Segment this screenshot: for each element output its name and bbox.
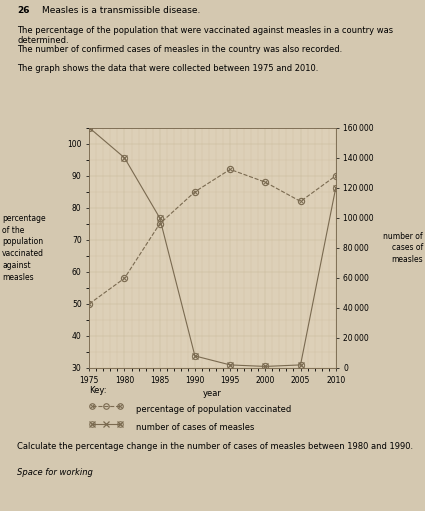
X-axis label: year: year bbox=[203, 389, 222, 398]
Text: The number of confirmed cases of measles in the country was also recorded.: The number of confirmed cases of measles… bbox=[17, 45, 342, 54]
Text: number of cases of measles: number of cases of measles bbox=[136, 423, 255, 432]
Text: Measles is a transmissible disease.: Measles is a transmissible disease. bbox=[42, 6, 201, 15]
Text: The percentage of the population that were vaccinated against measles in a count: The percentage of the population that we… bbox=[17, 26, 393, 45]
Text: The graph shows the data that were collected between 1975 and 2010.: The graph shows the data that were colle… bbox=[17, 64, 318, 74]
Text: 26: 26 bbox=[17, 6, 29, 15]
Text: percentage
of the
population
vaccinated
against
measles: percentage of the population vaccinated … bbox=[2, 214, 46, 282]
Text: Key:: Key: bbox=[89, 386, 107, 395]
Text: Calculate the percentage change in the number of cases of measles between 1980 a: Calculate the percentage change in the n… bbox=[17, 442, 413, 451]
Text: percentage of population vaccinated: percentage of population vaccinated bbox=[136, 405, 291, 414]
Text: Space for working: Space for working bbox=[17, 468, 93, 477]
Text: number of
cases of
measles: number of cases of measles bbox=[383, 231, 423, 264]
